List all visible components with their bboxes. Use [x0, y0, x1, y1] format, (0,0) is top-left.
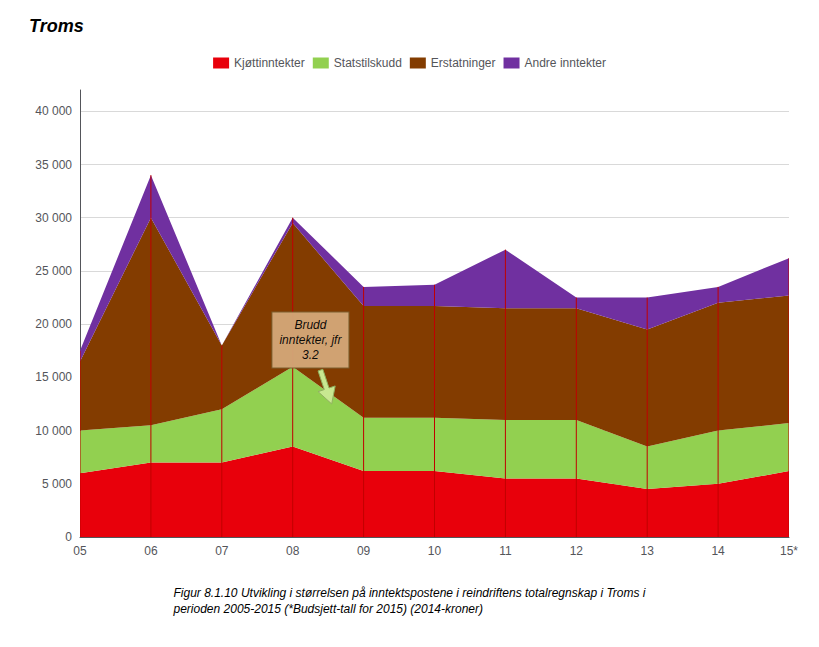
svg-text:10: 10 [428, 544, 442, 558]
svg-text:inntekter, jfr: inntekter, jfr [279, 333, 342, 347]
svg-text:3.2: 3.2 [302, 348, 319, 362]
svg-text:40 000: 40 000 [35, 104, 72, 118]
svg-text:Kjøttinntekter: Kjøttinntekter [234, 56, 305, 70]
svg-text:Figur 8.1.10 Utvikling i størr: Figur 8.1.10 Utvikling i størrelsen på i… [174, 586, 646, 600]
svg-text:15*: 15* [780, 544, 798, 558]
svg-text:Andre inntekter: Andre inntekter [525, 56, 606, 70]
svg-text:11: 11 [499, 544, 512, 558]
svg-text:20 000: 20 000 [35, 317, 72, 331]
svg-text:13: 13 [641, 544, 655, 558]
svg-text:35 000: 35 000 [35, 158, 72, 172]
svg-text:25 000: 25 000 [35, 264, 72, 278]
svg-text:30 000: 30 000 [35, 211, 72, 225]
svg-text:Brudd: Brudd [294, 318, 326, 332]
svg-text:14: 14 [711, 544, 725, 558]
svg-text:Statstilskudd: Statstilskudd [334, 56, 402, 70]
svg-text:08: 08 [286, 544, 300, 558]
svg-text:12: 12 [570, 544, 584, 558]
svg-text:06: 06 [144, 544, 158, 558]
svg-text:Erstatninger: Erstatninger [431, 56, 496, 70]
svg-text:07: 07 [215, 544, 229, 558]
svg-text:Troms: Troms [29, 16, 84, 36]
svg-text:0: 0 [65, 530, 72, 544]
svg-text:perioden 2005-2015 (*Budsjett-: perioden 2005-2015 (*Budsjett-tall for 2… [173, 602, 484, 616]
svg-text:10 000: 10 000 [35, 424, 72, 438]
svg-text:09: 09 [357, 544, 371, 558]
svg-text:15 000: 15 000 [35, 370, 72, 384]
svg-text:5 000: 5 000 [42, 477, 72, 491]
svg-text:05: 05 [73, 544, 87, 558]
